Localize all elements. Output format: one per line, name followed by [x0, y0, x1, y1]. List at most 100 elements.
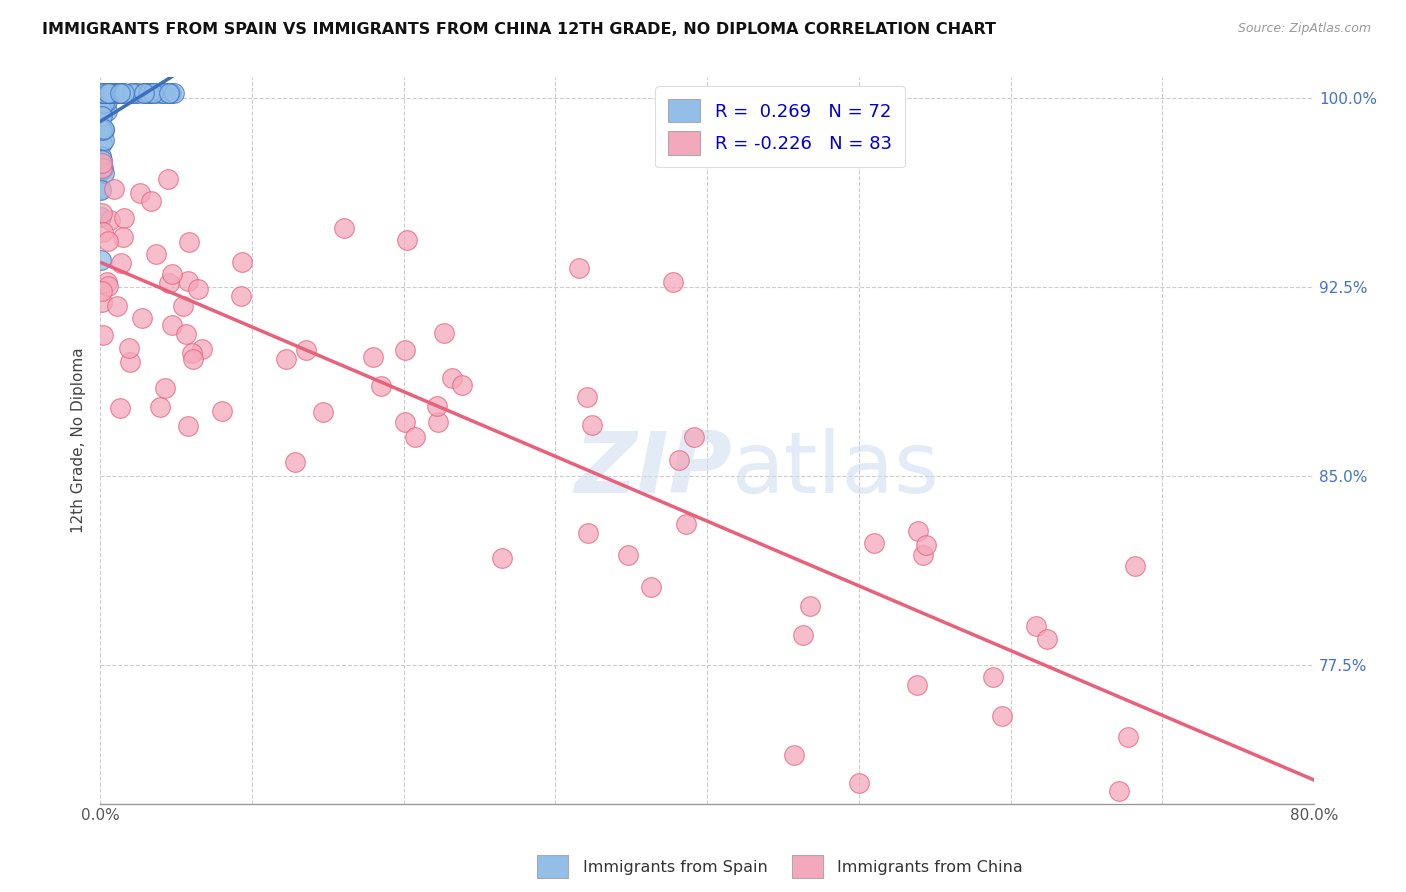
Point: [176, 418, 198, 433]
Point: [848, 776, 870, 790]
Point: [1108, 784, 1130, 798]
Point: [187, 282, 209, 296]
Point: [150, 86, 173, 100]
Point: [112, 229, 135, 244]
Point: [112, 86, 135, 100]
Point: [433, 326, 456, 340]
Point: [108, 86, 131, 100]
Text: Immigrants from China: Immigrants from China: [837, 860, 1022, 874]
Point: [105, 86, 128, 100]
Y-axis label: 12th Grade, No Diploma: 12th Grade, No Diploma: [72, 348, 86, 533]
Point: [93, 95, 115, 110]
Point: [1036, 632, 1059, 647]
Point: [160, 86, 183, 100]
Point: [90, 252, 112, 267]
Point: [394, 343, 416, 357]
Point: [905, 678, 928, 692]
Point: [576, 390, 599, 404]
Point: [863, 536, 886, 550]
Point: [121, 86, 143, 100]
Point: [96, 103, 118, 118]
Point: [90, 294, 112, 309]
Point: [100, 86, 122, 100]
Point: [211, 404, 233, 418]
Point: [125, 86, 148, 100]
Point: [333, 221, 356, 235]
Point: [662, 276, 685, 290]
Point: [103, 181, 125, 195]
Point: [152, 86, 174, 100]
Point: [231, 254, 253, 268]
Point: [581, 418, 603, 433]
Point: [157, 276, 180, 290]
Point: [91, 161, 114, 176]
Point: [131, 310, 153, 325]
Point: [491, 551, 513, 566]
Point: [145, 246, 167, 260]
Point: [1123, 559, 1146, 574]
Point: [426, 416, 449, 430]
Point: [312, 405, 335, 419]
Point: [153, 381, 176, 395]
Point: [94, 86, 117, 100]
Point: [98, 86, 121, 100]
Point: [155, 86, 177, 100]
Point: [90, 155, 112, 169]
Point: [90, 206, 112, 220]
Text: Source: ZipAtlas.com: Source: ZipAtlas.com: [1237, 22, 1371, 36]
Point: [911, 549, 934, 563]
Point: [93, 165, 115, 179]
Point: [118, 341, 141, 355]
Point: [404, 430, 426, 444]
Point: [181, 351, 204, 366]
Point: [97, 86, 120, 100]
Point: [105, 299, 128, 313]
Point: [96, 95, 118, 109]
Point: [440, 371, 463, 385]
Point: [284, 455, 307, 469]
Point: [799, 599, 821, 613]
Point: [118, 355, 141, 369]
Point: [907, 524, 929, 538]
Point: [90, 284, 112, 298]
Point: [97, 86, 120, 100]
Point: [174, 327, 197, 342]
Point: [90, 182, 112, 196]
Point: [120, 86, 142, 100]
Point: [110, 86, 132, 100]
Point: [94, 95, 117, 110]
Point: [96, 234, 118, 248]
Point: [138, 86, 160, 100]
Point: [91, 153, 114, 168]
Point: [229, 289, 252, 303]
Point: [93, 133, 115, 147]
Point: [91, 122, 114, 136]
Text: IMMIGRANTS FROM SPAIN VS IMMIGRANTS FROM CHINA 12TH GRADE, NO DIPLOMA CORRELATIO: IMMIGRANTS FROM SPAIN VS IMMIGRANTS FROM…: [42, 22, 997, 37]
Point: [94, 86, 117, 100]
Point: [274, 352, 297, 367]
Point: [93, 225, 115, 239]
Point: [90, 86, 112, 100]
Point: [90, 161, 112, 176]
Text: Immigrants from Spain: Immigrants from Spain: [583, 860, 768, 874]
Point: [132, 86, 155, 100]
Point: [295, 343, 318, 357]
Point: [93, 86, 115, 100]
Point: [149, 400, 172, 414]
Point: [96, 86, 118, 100]
Point: [98, 86, 121, 100]
Point: [177, 235, 200, 249]
Point: [132, 86, 155, 100]
Point: [98, 86, 121, 100]
Point: [576, 525, 599, 540]
Point: [139, 86, 162, 100]
Point: [90, 121, 112, 136]
Point: [96, 86, 118, 100]
Point: [125, 86, 148, 100]
Point: [370, 378, 392, 392]
Point: [640, 580, 662, 594]
Point: [110, 86, 132, 100]
Point: [97, 279, 120, 293]
Point: [191, 342, 214, 356]
Legend: R =  0.269   N = 72, R = -0.226   N = 83: R = 0.269 N = 72, R = -0.226 N = 83: [655, 87, 904, 167]
